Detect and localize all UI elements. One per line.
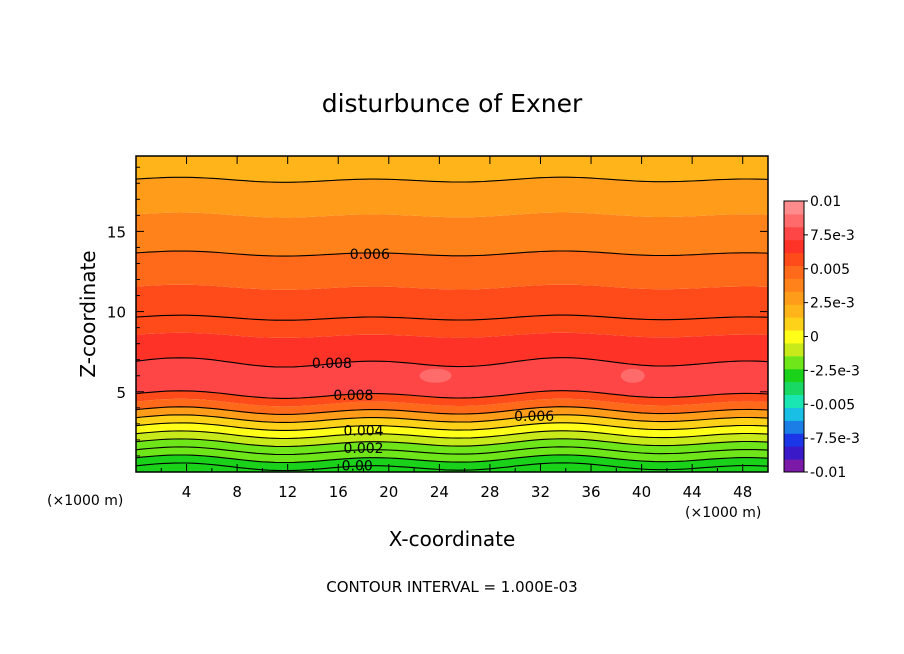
x-tick-label: 8 (232, 483, 242, 501)
x-unit-left: (×1000 m) (47, 493, 123, 509)
contour-band (136, 406, 768, 423)
contour-line (136, 462, 768, 472)
contour-line (136, 422, 768, 431)
x-tick-label: 24 (430, 483, 449, 501)
contour-line (136, 314, 768, 321)
contour-line (136, 176, 768, 183)
x-unit-right: (×1000 m) (685, 505, 761, 521)
colorbar-swatch (784, 407, 804, 421)
contour-band (136, 430, 768, 447)
contour-band (136, 212, 768, 257)
contour-band (136, 446, 768, 463)
x-tick-label: 48 (733, 483, 752, 501)
contour-labels: 0.006 0.008 0.008 0.006 0.004 0.002 0.00 (312, 247, 554, 475)
x-tick-label: 36 (581, 483, 600, 501)
colorbar-swatch (784, 252, 804, 267)
colorbar-swatch (784, 265, 804, 279)
colorbar-swatch (784, 330, 804, 344)
contour-band (136, 454, 768, 471)
contour-line (136, 406, 768, 415)
contour-band (136, 332, 768, 367)
colorbar-swatch (784, 239, 804, 254)
contour-line (136, 414, 768, 423)
colorbar-swatch (784, 420, 804, 434)
colorbar-swatch (784, 381, 804, 396)
x-tick-label: 32 (531, 483, 550, 501)
colorbar-swatch (784, 291, 804, 305)
x-tick-label: 12 (278, 483, 297, 501)
colorbar-label: 0.005 (810, 262, 850, 278)
colorbar-swatch (784, 394, 804, 408)
contour-label: 0.002 (343, 441, 383, 457)
colorbar-label: -0.01 (810, 465, 846, 481)
contour-label: 0.00 (342, 459, 373, 475)
colorbar-swatch (784, 304, 804, 318)
contour-label: 0.008 (312, 356, 352, 372)
colorbar-swatch (784, 201, 804, 215)
y-tick-label: 5 (116, 384, 126, 402)
colorbar-swatch (784, 317, 804, 331)
y-axis-ticks: 5 10 15 (107, 166, 768, 457)
colorbar-swatch (784, 226, 804, 241)
contour-band (136, 438, 768, 455)
contour-band (136, 462, 768, 472)
x-axis-label: X-coordinate (389, 527, 516, 551)
colorbar-swatch (784, 368, 804, 383)
contour-line (136, 438, 768, 448)
contour-band (136, 422, 768, 439)
contour-band (136, 398, 768, 415)
x-tick-label: 28 (480, 483, 499, 501)
colorbar-label: 7.5e-3 (810, 228, 855, 244)
contour-label: 0.006 (350, 247, 390, 263)
contour-line (136, 357, 768, 368)
contour-line (136, 430, 768, 440)
contour-label: 0.006 (514, 409, 554, 425)
contour-line (136, 446, 768, 456)
contour-band (136, 315, 768, 338)
contour-interval-note: CONTOUR INTERVAL = 1.000E-03 (326, 578, 577, 596)
contour-line (136, 390, 768, 399)
x-tick-label: 40 (632, 483, 651, 501)
colorbar-swatch (784, 459, 804, 473)
colorbar-label: 0.01 (810, 194, 841, 210)
x-tick-label: 20 (379, 483, 398, 501)
colorbar-swatch (784, 342, 804, 357)
colorbar-swatch (784, 433, 804, 447)
max-region (620, 368, 645, 383)
colorbar-swatch (784, 213, 804, 228)
contour-line (136, 454, 768, 464)
colorbar-swatch (784, 278, 804, 292)
contour-fill (136, 156, 768, 472)
max-region (419, 368, 452, 383)
contour-band (136, 357, 768, 399)
colorbar-swatch (784, 446, 804, 460)
contour-band (136, 156, 768, 183)
colorbar: 0.01 7.5e-3 0.005 2.5e-3 0 -2.5e-3 -0.005 -7.5e… (783, 194, 860, 481)
contour-band (136, 414, 768, 431)
y-tick-label: 10 (107, 304, 126, 322)
contour-label: 0.004 (343, 423, 383, 439)
colorbar-label: 2.5e-3 (810, 296, 855, 312)
x-tick-label: 44 (683, 483, 702, 501)
colorbar-swatch (784, 355, 804, 370)
chart-title: disturbunce of Exner (322, 89, 583, 118)
contour-label: 0.008 (333, 388, 373, 404)
contour-band (136, 390, 768, 407)
y-tick-label: 15 (107, 223, 126, 241)
contour-line (136, 250, 768, 257)
colorbar-label: -7.5e-3 (810, 431, 860, 447)
colorbar-label: -0.005 (810, 397, 855, 413)
colorbar-label: -2.5e-3 (810, 363, 860, 379)
x-axis-ticks: 4 8 12 16 20 24 28 32 36 40 44 48 (160, 156, 752, 501)
contour-lines (136, 176, 768, 472)
colorbar-label: 0 (810, 330, 819, 346)
x-tick-label: 16 (329, 483, 348, 501)
y-axis-label: Z-coordinate (76, 250, 100, 377)
contour-band (136, 284, 768, 321)
contour-band (136, 177, 768, 218)
contour-band (136, 251, 768, 290)
plot-frame (135, 155, 769, 473)
x-tick-label: 4 (182, 483, 192, 501)
